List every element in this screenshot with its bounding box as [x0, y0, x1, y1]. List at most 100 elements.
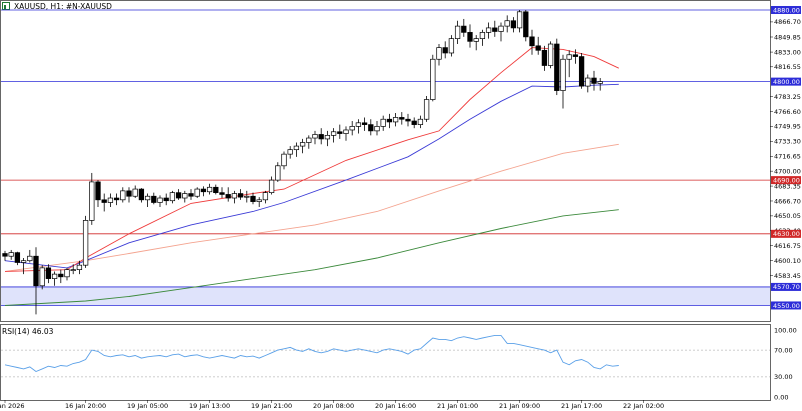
candle-body[interactable] — [126, 190, 132, 197]
candle-body[interactable] — [213, 186, 219, 194]
candle-body[interactable] — [516, 11, 523, 29]
candle-body[interactable] — [33, 255, 39, 287]
candle-body[interactable] — [399, 117, 405, 120]
candle-body[interactable] — [231, 193, 238, 199]
candle-body[interactable] — [144, 195, 151, 201]
candle-body[interactable] — [585, 77, 591, 87]
candle-body[interactable] — [330, 131, 337, 136]
candle-body[interactable] — [591, 77, 597, 84]
candle-body[interactable] — [107, 197, 114, 203]
candle-body[interactable] — [76, 264, 83, 271]
candle-body[interactable] — [572, 54, 579, 57]
candle-body[interactable] — [467, 32, 473, 42]
candle-body[interactable] — [299, 142, 306, 147]
candle-body[interactable] — [318, 134, 324, 140]
candle-body[interactable] — [498, 25, 504, 32]
candle-body[interactable] — [337, 131, 343, 134]
candle-body[interactable] — [454, 25, 461, 40]
candle-body[interactable] — [448, 38, 455, 54]
candle-body[interactable] — [287, 149, 293, 155]
candle-body[interactable] — [560, 58, 566, 91]
candle-body[interactable] — [82, 220, 89, 266]
candle-body[interactable] — [473, 38, 479, 42]
candle-body[interactable] — [275, 165, 281, 181]
candle-body[interactable] — [64, 269, 70, 278]
candle-body[interactable] — [70, 269, 76, 272]
candle-body[interactable] — [293, 145, 300, 151]
candle-body[interactable] — [436, 47, 442, 60]
candle-body[interactable] — [14, 252, 21, 263]
candle-body[interactable] — [361, 122, 368, 125]
candle-body[interactable] — [306, 137, 312, 143]
candle-body[interactable] — [349, 126, 355, 131]
candle-body[interactable] — [194, 188, 200, 197]
candle-body[interactable] — [157, 197, 163, 203]
candle-body[interactable] — [461, 25, 467, 33]
candle-body[interactable] — [492, 27, 498, 32]
candle-body[interactable] — [45, 267, 52, 279]
candle-body[interactable] — [163, 197, 169, 202]
candle-body[interactable] — [578, 56, 585, 87]
candle-body[interactable] — [8, 252, 14, 257]
candle-body[interactable] — [597, 81, 603, 84]
candle-body[interactable] — [51, 273, 58, 279]
candle-body[interactable] — [262, 192, 269, 201]
candle-body[interactable] — [566, 54, 572, 60]
candle-body[interactable] — [113, 197, 120, 201]
candle-body[interactable] — [268, 179, 275, 194]
candle-body[interactable] — [405, 118, 411, 122]
candle-body[interactable] — [200, 188, 207, 193]
candle-body[interactable] — [368, 124, 374, 132]
candle-body[interactable] — [256, 199, 262, 202]
candle-body[interactable] — [206, 186, 213, 193]
candle-body[interactable] — [312, 134, 318, 139]
candle-body[interactable] — [89, 181, 95, 221]
candle-body[interactable] — [281, 153, 287, 167]
candle-body[interactable] — [504, 20, 510, 27]
candle-body[interactable] — [237, 193, 244, 198]
candle-body[interactable] — [132, 188, 138, 197]
candle-body[interactable] — [20, 260, 27, 263]
candle-body[interactable] — [374, 126, 380, 132]
candle-body[interactable] — [355, 122, 362, 127]
candle-body[interactable] — [151, 195, 157, 203]
candle-body[interactable] — [244, 195, 250, 198]
candle-body[interactable] — [250, 195, 256, 202]
candle-body[interactable] — [392, 117, 399, 123]
candle-body[interactable] — [485, 27, 492, 33]
candle-body[interactable] — [529, 36, 535, 47]
candle-body[interactable] — [225, 194, 231, 199]
candle-body[interactable] — [95, 181, 101, 201]
candle-body[interactable] — [169, 192, 176, 202]
candle-body[interactable] — [175, 192, 182, 199]
candle-body[interactable] — [182, 193, 188, 199]
candle-body[interactable] — [547, 43, 554, 66]
candle-body[interactable] — [510, 20, 517, 29]
candle-body[interactable] — [39, 267, 45, 287]
ma-green-line — [4, 209, 619, 306]
candle-body[interactable] — [442, 47, 448, 54]
candle-body[interactable] — [430, 58, 436, 100]
candle-body[interactable] — [479, 32, 486, 40]
candle-body[interactable] — [417, 118, 424, 125]
candle-body[interactable] — [380, 118, 386, 127]
candle-body[interactable] — [27, 255, 33, 262]
candle-body[interactable] — [541, 49, 548, 66]
candle-body[interactable] — [138, 188, 145, 201]
candle-body[interactable] — [554, 43, 560, 91]
x-tick-label: 19 Jan 21:00 — [251, 402, 292, 410]
candle-body[interactable] — [411, 120, 417, 125]
candle-body[interactable] — [523, 11, 529, 38]
candle-body[interactable] — [219, 192, 225, 195]
candle-body[interactable] — [58, 273, 64, 278]
candle-body[interactable] — [535, 45, 541, 51]
candle-body[interactable] — [188, 193, 194, 197]
candle-body[interactable] — [2, 253, 8, 257]
candle-body[interactable] — [386, 118, 393, 123]
candle-body[interactable] — [343, 129, 349, 134]
candle-body[interactable] — [120, 190, 126, 201]
candle-body[interactable] — [101, 199, 107, 203]
candle-body[interactable] — [324, 134, 331, 140]
candle-body[interactable] — [423, 99, 430, 120]
